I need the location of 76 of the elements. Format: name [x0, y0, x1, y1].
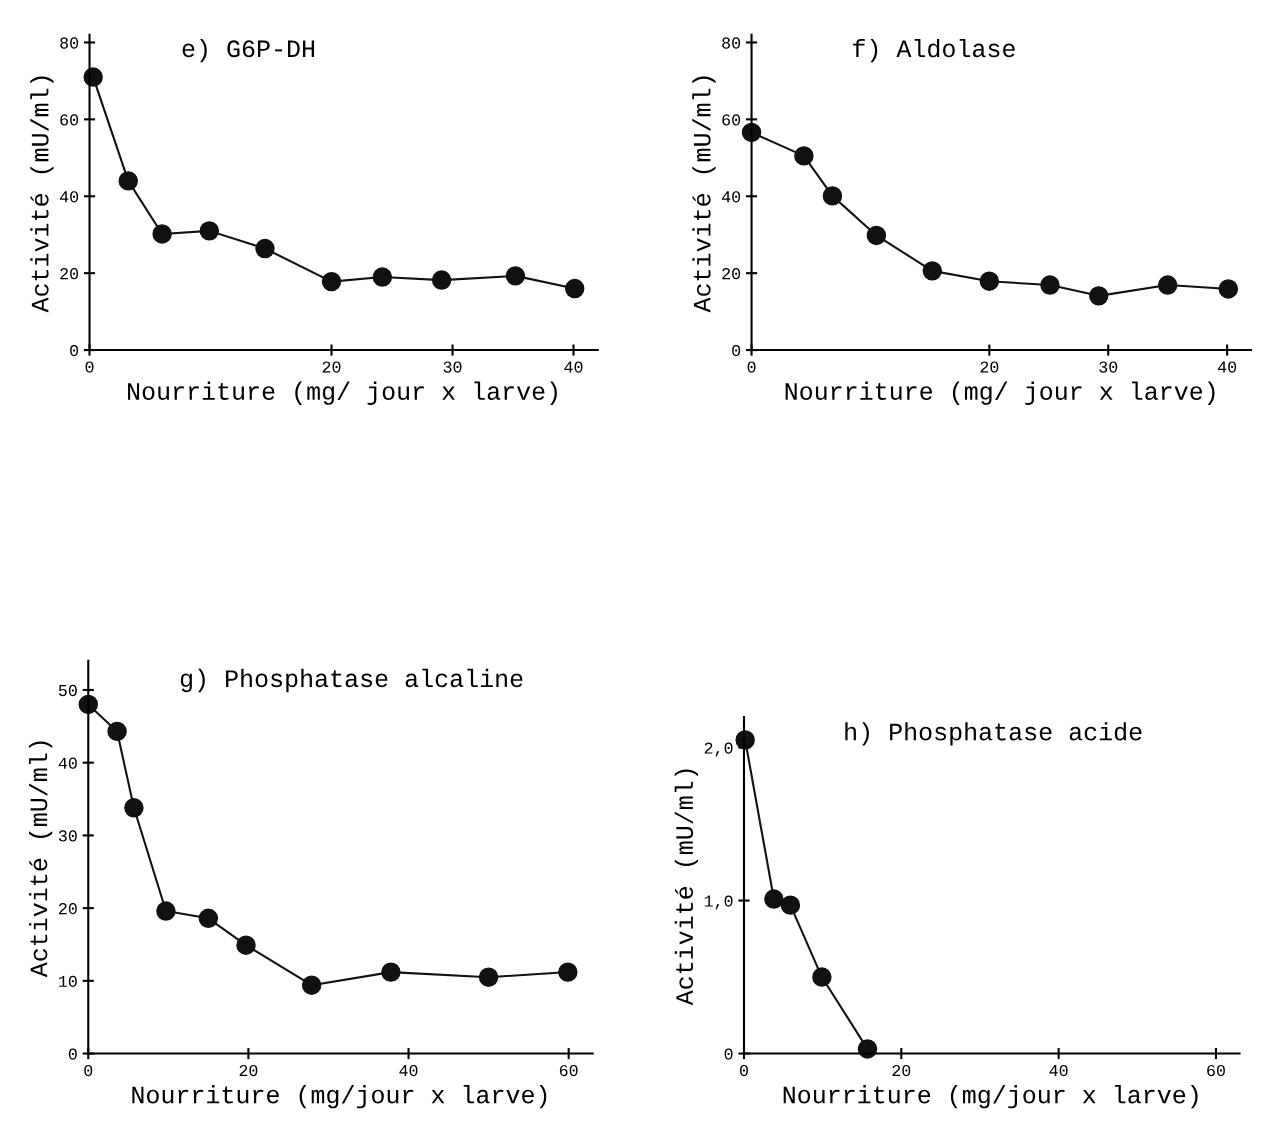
point: [780, 895, 801, 915]
x-tick-label: 60: [1207, 1064, 1225, 1077]
y-tick-label: 20: [60, 268, 79, 280]
point: [478, 967, 499, 987]
y-tick-label: 0: [70, 344, 79, 357]
chart-title: g) Phosphatase alcaline: [180, 668, 523, 693]
point: [118, 171, 138, 191]
x-tick-label: 20: [239, 1064, 258, 1077]
point: [1089, 286, 1109, 306]
y-tick-label: 60: [722, 114, 741, 126]
point: [505, 266, 526, 286]
y-axis-title: Activité (mU/ml): [692, 76, 716, 313]
point: [255, 238, 275, 259]
y-tick-label: 40: [59, 191, 79, 203]
point: [156, 901, 176, 921]
y-tick-label: 40: [721, 191, 741, 203]
point: [922, 261, 942, 281]
point: [321, 271, 342, 292]
x-axis-title: Nourriture (mg/jour x larve): [132, 1085, 547, 1109]
y-tick-label: 0: [724, 1048, 733, 1060]
x-tick-label: 0: [747, 361, 756, 373]
x-tick-label: 20: [980, 361, 999, 373]
point: [372, 267, 393, 287]
point: [301, 975, 322, 995]
point: [558, 962, 578, 982]
point: [236, 935, 256, 955]
y-tick-label: 50: [58, 684, 77, 697]
y-axis-title: Activité (mU/ml): [674, 769, 699, 1006]
y-tick-label: 80: [60, 37, 79, 49]
y-tick-label: 1,0: [704, 895, 733, 910]
x-axis-title: Nourriture (mg/jour x larve): [783, 1085, 1198, 1109]
x-axis-title: Nourriture (mg/ jour x larve): [785, 381, 1215, 405]
x-tick-label: 20: [322, 361, 341, 373]
y-axis-title: Activité (mU/ml): [30, 76, 54, 313]
y-tick-label: 20: [722, 268, 741, 280]
point: [979, 271, 1000, 291]
x-tick-label: 0: [85, 361, 94, 373]
y-tick-label: 10: [59, 975, 77, 988]
x-tick-label: 30: [443, 361, 462, 373]
point: [198, 908, 219, 929]
point: [199, 221, 220, 241]
x-tick-label: 40: [1217, 361, 1237, 373]
y-tick-label: 20: [59, 903, 77, 915]
y-tick-label: 80: [722, 37, 741, 49]
y-tick-label: 30: [58, 830, 77, 842]
x-tick-label: 40: [1049, 1064, 1068, 1077]
x-tick-label: 30: [1099, 361, 1118, 373]
point: [152, 224, 172, 244]
point: [812, 967, 832, 987]
point: [866, 225, 887, 246]
point: [124, 798, 144, 818]
point: [794, 146, 814, 166]
x-axis-title: Nourriture (mg/ jour x larve): [128, 381, 557, 405]
y-tick-label: 0: [732, 344, 741, 357]
chart-title: h) Phosphatase acide: [845, 722, 1142, 746]
x-tick-label: 0: [84, 1064, 93, 1077]
x-tick-label: 40: [564, 361, 583, 373]
y-tick-label: 60: [60, 114, 79, 126]
y-tick-label: 40: [58, 757, 77, 769]
x-tick-label: 40: [399, 1064, 418, 1077]
point: [381, 962, 401, 982]
y-tick-label: 0: [68, 1048, 77, 1060]
point: [431, 270, 452, 290]
point: [1218, 279, 1239, 299]
chart-title: f) Aldolase: [853, 38, 1015, 63]
y-tick-label: 2,0: [704, 742, 733, 757]
y-axis-title: Activité (mU/ml): [28, 741, 53, 978]
point: [764, 889, 784, 909]
point: [822, 186, 843, 206]
point: [1157, 275, 1178, 295]
chart-title: e) G6P-DH: [182, 38, 315, 63]
point: [107, 721, 127, 742]
x-tick-label: 60: [559, 1064, 578, 1077]
point: [1040, 275, 1060, 295]
x-tick-label: 20: [892, 1064, 911, 1077]
point: [565, 278, 585, 299]
